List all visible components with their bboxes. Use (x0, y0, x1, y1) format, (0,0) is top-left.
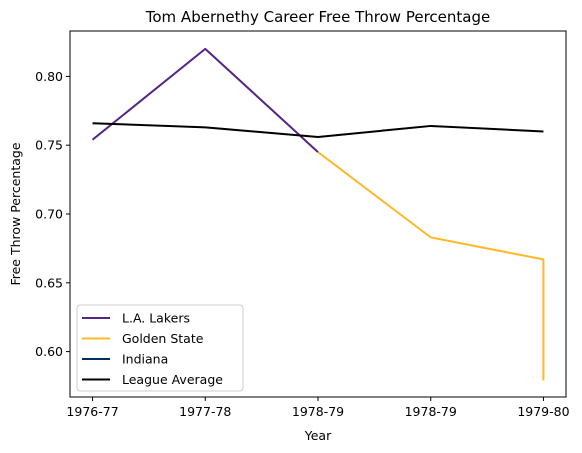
y-tick-label-4: 0.80 (35, 69, 63, 84)
legend-box (76, 304, 244, 392)
x-tick-label-1: 1977-78 (179, 404, 231, 419)
x-axis-title: Year (304, 428, 332, 443)
y-tick-label-2: 0.70 (35, 207, 63, 222)
legend: L.A. Lakers Golden State Indiana League Ave… (76, 304, 244, 392)
legend-label-2: Indiana (122, 352, 168, 367)
series-line-0 (91, 47, 319, 153)
series-line-3 (92, 122, 544, 138)
legend-label-3: League Average (122, 372, 223, 387)
chart-title: Tom Abernethy Career Free Throw Percenta… (145, 8, 490, 26)
y-tick-label-3: 0.75 (35, 138, 63, 153)
legend-label-0: L.A. Lakers (122, 311, 190, 326)
y-tick-label-0: 0.60 (35, 344, 63, 359)
x-tick-label-2: 1978-79 (292, 404, 344, 419)
y-tick-label-1: 0.65 (35, 275, 63, 290)
x-tick-label-0: 1976-77 (66, 404, 118, 419)
x-tick-label-3: 1978-79 (405, 404, 457, 419)
x-tick-label-4: 1979-80 (517, 404, 569, 419)
x-axis: 1976-771977-781978-791978-791979-801980-… (66, 397, 570, 419)
series-line-1 (317, 151, 545, 381)
legend-label-1: Golden State (122, 331, 204, 346)
plot-area (91, 47, 545, 381)
y-axis: 0.60 0.65 0.70 0.75 0.80 (35, 69, 70, 359)
y-axis-title: Free Throw Percentage (8, 142, 23, 285)
